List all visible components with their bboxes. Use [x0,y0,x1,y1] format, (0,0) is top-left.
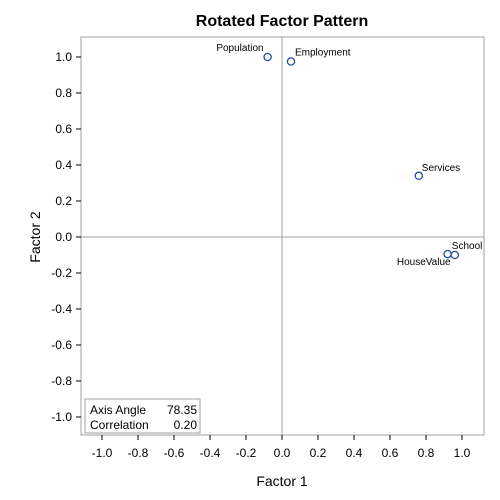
data-point-marker [286,57,296,66]
x-tick-label: -0.8 [128,446,149,460]
x-tick-label: 0.2 [310,446,327,460]
y-tick-label: 1.0 [55,50,72,64]
inset-axis-angle-value: 78.35 [167,403,197,417]
y-tick-label: 0.6 [55,122,72,136]
data-point-marker [414,171,424,181]
data-point-marker [443,249,452,259]
inset-correlation-value: 0.20 [174,418,198,432]
y-tick-label: -0.4 [51,302,72,316]
x-tick-label: -1.0 [92,446,113,460]
y-axis-label: Factor 2 [27,211,43,263]
chart-title: Rotated Factor Pattern [196,13,368,30]
data-point-label: Services [422,163,460,174]
data-points: Population Employment Services SchoolHouseV… [216,43,482,268]
y-tick-label: 0.4 [55,158,72,172]
x-tick-label: 1.0 [454,446,471,460]
x-axis: -1.0 -0.8 -0.6 -0.4 -0.2 0.0 0.2 0.4 0.6 0.8 1.0 [92,435,471,460]
inset-correlation-label: Correlation [90,418,149,432]
y-tick-label: 0.0 [55,230,72,244]
x-tick-label: 0.0 [274,446,291,460]
data-point-marker [450,250,460,260]
y-tick-label: -0.6 [51,338,72,352]
data-point-label: School [452,241,483,252]
x-tick-label: -0.2 [236,446,257,460]
x-tick-label: 0.8 [418,446,435,460]
x-tick-label: -0.6 [164,446,185,460]
x-tick-label: -0.4 [200,446,221,460]
inset-axis-angle-label: Axis Angle [90,403,146,417]
data-point-label: HouseValue [397,257,451,268]
fit-statistics-inset: Axis Angle 78.35 Correlation 0.20 [84,398,201,434]
x-axis-label: Factor 1 [256,473,308,489]
y-tick-label: 0.8 [55,86,72,100]
y-tick-label: -0.2 [51,266,72,280]
inset-box [84,398,201,434]
data-point-label: Population [216,43,263,54]
data-point-label: Employment [295,48,351,59]
x-tick-label: 0.6 [382,446,399,460]
y-tick-label: 0.2 [55,194,72,208]
y-axis: 1.0 0.8 0.6 0.4 0.2 0.0 -0.2 -0.4 -0.6 -0.8 -1.0 [51,50,81,424]
y-tick-label: -1.0 [51,410,72,424]
y-tick-label: -0.8 [51,374,72,388]
x-tick-label: 0.4 [346,446,363,460]
data-point-marker [263,52,272,62]
